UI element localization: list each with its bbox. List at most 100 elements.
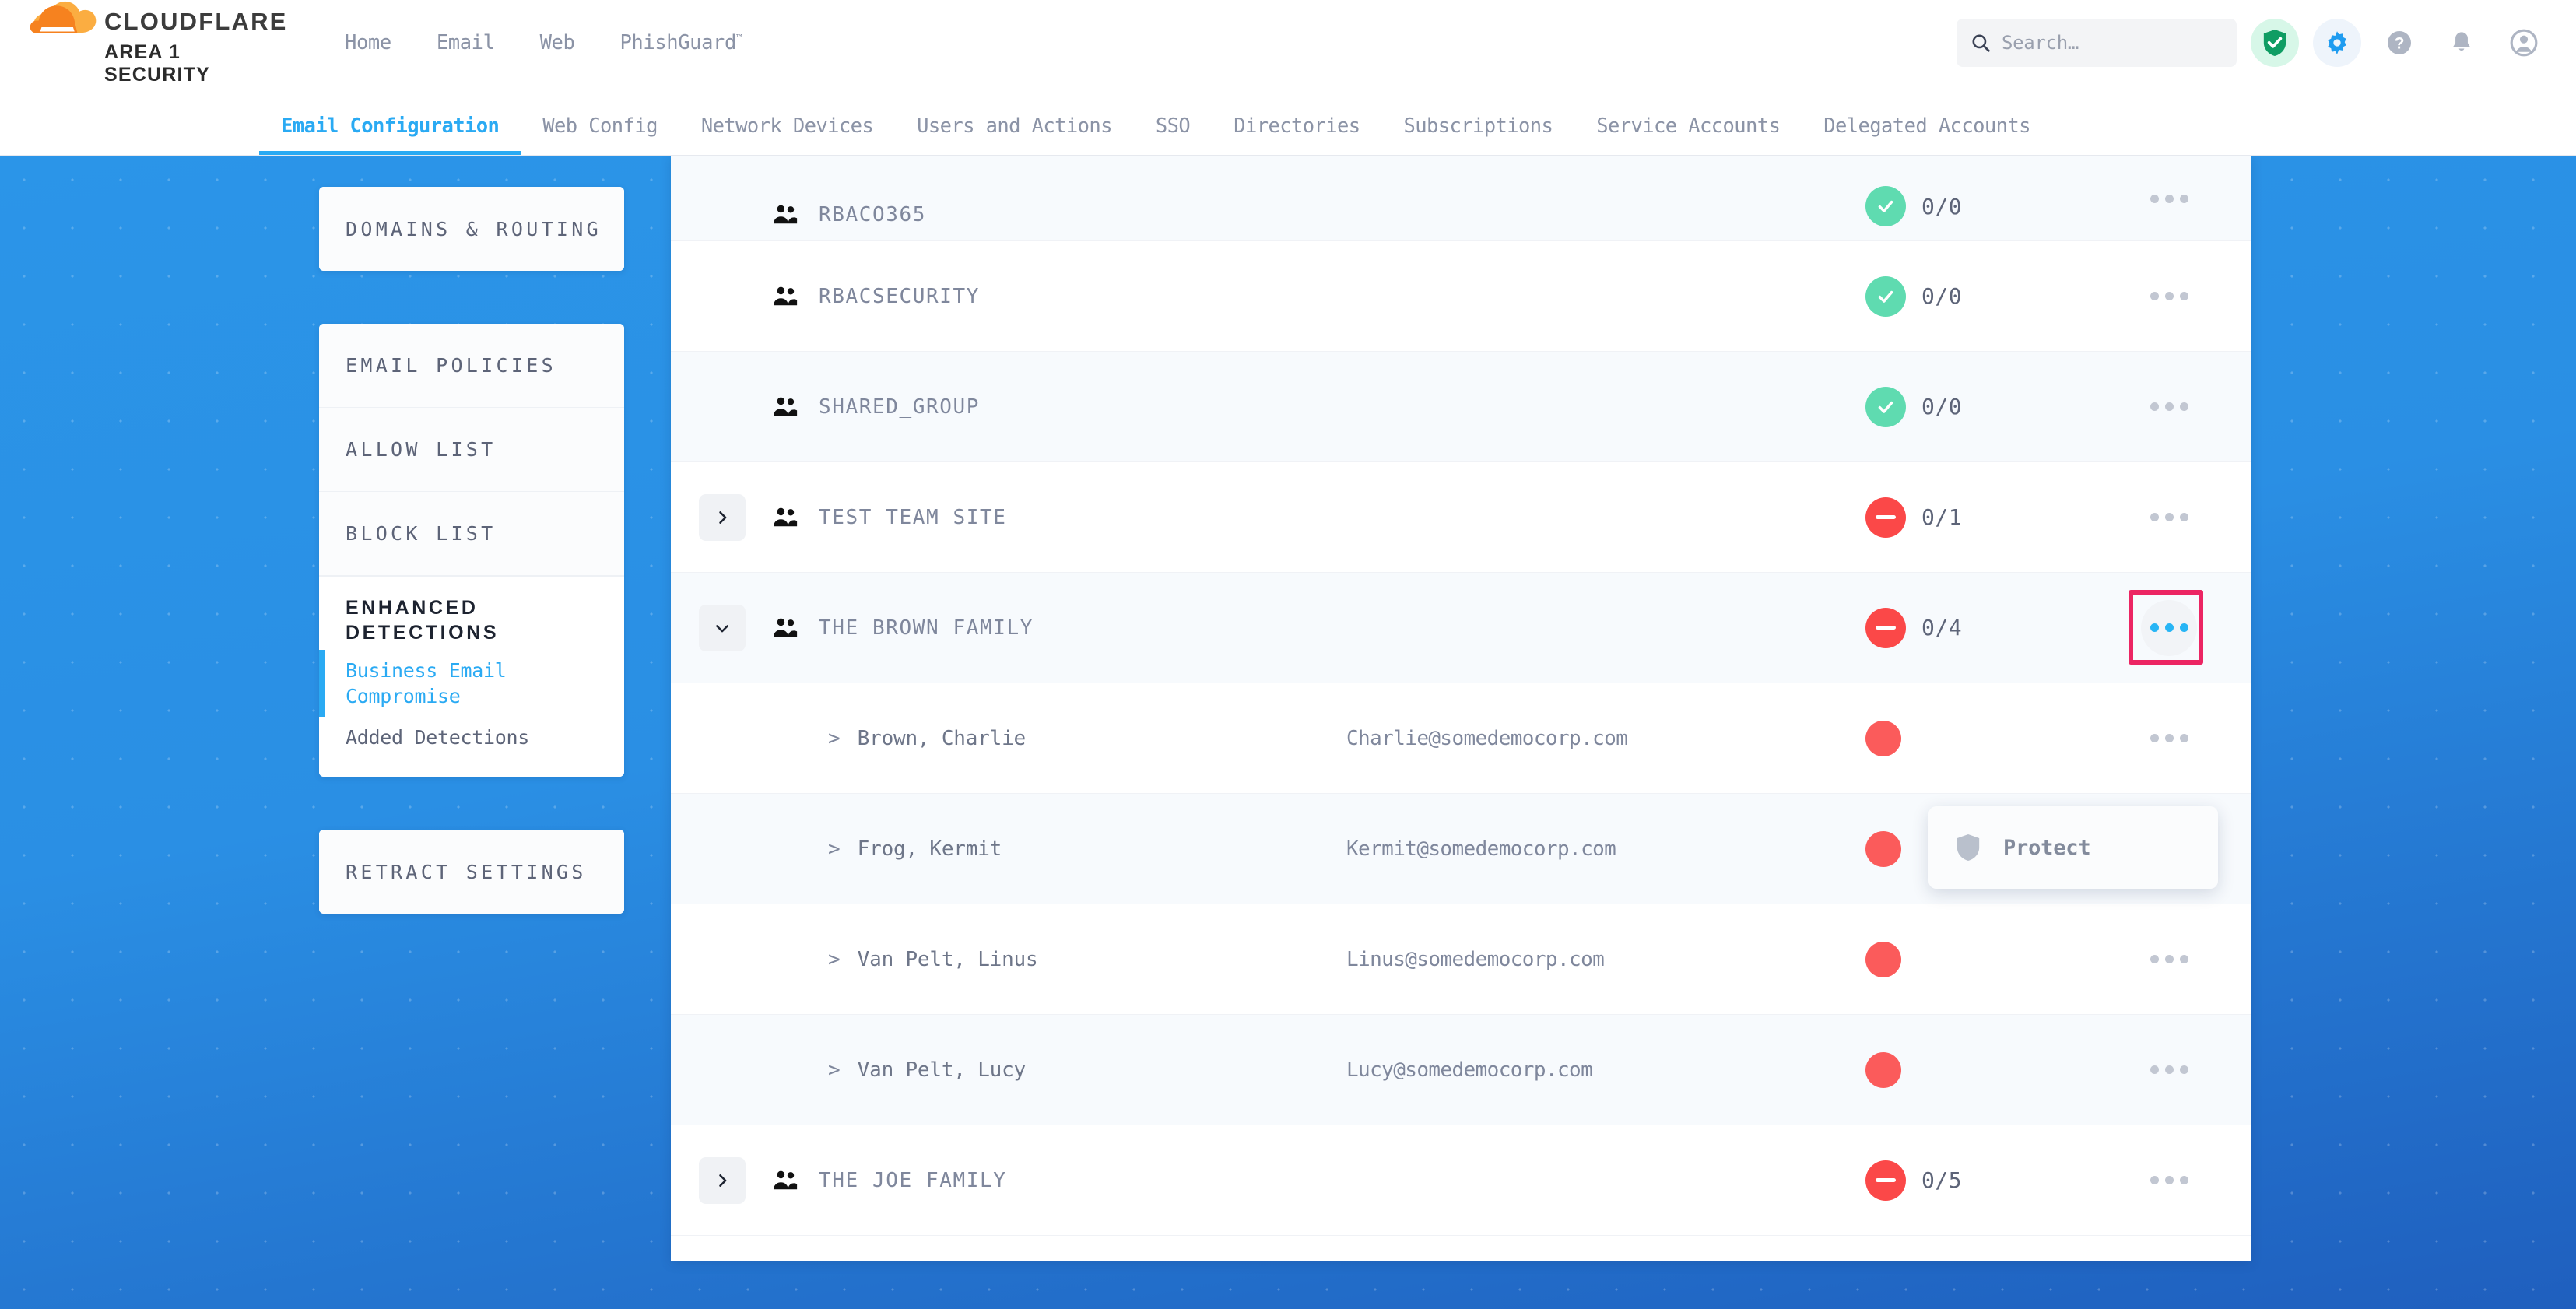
sidebar-item-label: RETRACT SETTINGS (346, 860, 587, 883)
help-circle-icon[interactable]: ? (2375, 19, 2423, 67)
minus-icon (1876, 626, 1896, 630)
dot (2179, 513, 2188, 521)
bell-icon[interactable] (2437, 19, 2486, 67)
tab-email-configuration[interactable]: Email Configuration (259, 114, 521, 155)
top-right-controls: Search… ? (1957, 19, 2576, 67)
table-row[interactable]: SHARED_GROUP 0/0 (671, 352, 2251, 462)
tab-users-and-actions[interactable]: Users and Actions (917, 114, 1112, 138)
context-menu-item-protect[interactable]: Protect (1928, 814, 2218, 881)
row-actions-cell (2134, 379, 2204, 435)
topnav-item-email[interactable]: Email (436, 31, 495, 54)
minus-icon (1876, 515, 1896, 519)
table-row[interactable]: THE JOE FAMILY 0/5 (671, 1125, 2251, 1236)
sidebar-item-allow-list[interactable]: ALLOW LIST (319, 408, 624, 492)
table-row[interactable]: TEST TEAM SITE 0/1 (671, 462, 2251, 573)
tab-web-config[interactable]: Web Config (542, 114, 658, 138)
dot (2179, 402, 2188, 411)
search-input[interactable]: Search… (1957, 19, 2237, 67)
group-people-icon (774, 205, 798, 224)
table-row[interactable]: > Van Pelt, Lucy Lucy@somedemocorp.com (671, 1015, 2251, 1125)
status-dot-unprotected (1865, 1051, 1901, 1088)
row-actions-cell (2134, 268, 2204, 325)
row-expand-button[interactable] (699, 493, 746, 541)
row-name-cell: RBACO365 (761, 203, 1306, 226)
check-icon (1878, 290, 1893, 303)
shield-check-glyph (2263, 30, 2286, 56)
tab-directories[interactable]: Directories (1234, 114, 1360, 138)
table-row[interactable]: RBACSECURITY 0/0 (671, 241, 2251, 352)
dot (2179, 623, 2188, 632)
search-icon (1972, 34, 1990, 52)
tab-service-accounts[interactable]: Service Accounts (1596, 114, 1781, 138)
row-status-cell: 0/5 (1865, 1160, 1962, 1201)
sidebar-panel-domains: DOMAINS & ROUTING (319, 187, 624, 271)
dot (2164, 194, 2174, 203)
member-email-label: Lucy@somedemocorp.com (1346, 1058, 1593, 1082)
tab-delegated-accounts[interactable]: Delegated Accounts (1823, 114, 2030, 138)
table-row[interactable]: > Van Pelt, Linus Linus@somedemocorp.com (671, 904, 2251, 1015)
tab-network-devices[interactable]: Network Devices (700, 114, 874, 138)
row-more-button[interactable] (2141, 490, 2197, 546)
topnav-item-web[interactable]: Web (539, 31, 575, 54)
member-name-label: Frog, Kermit (857, 837, 1002, 861)
row-more-button[interactable] (2141, 711, 2197, 767)
brand-logo[interactable]: CLOUDFLARE AREA 1 SECURITY (30, 0, 286, 86)
row-status-cell: 0/1 (1865, 497, 1962, 538)
dot (2179, 1176, 2188, 1184)
row-more-button[interactable] (2141, 1042, 2197, 1098)
group-people-icon (774, 286, 798, 305)
dot (2150, 513, 2159, 521)
status-dot-unprotected (1865, 720, 1901, 756)
trademark-symbol: ™ (735, 33, 742, 45)
table-row[interactable]: RBACO365 0/0 (671, 156, 2251, 241)
member-email-label: Linus@somedemocorp.com (1346, 947, 1605, 971)
dot (2164, 1176, 2174, 1184)
row-more-button[interactable] (2141, 379, 2197, 435)
row-email-cell: Charlie@somedemocorp.com (1306, 727, 1851, 750)
sidebar-item-email-policies[interactable]: EMAIL POLICIES (319, 324, 624, 408)
sidebar-item-retract-settings[interactable]: RETRACT SETTINGS (319, 830, 624, 914)
sidebar-item-business-email-compromise[interactable]: Business Email Compromise (319, 650, 624, 717)
tab-sso[interactable]: SSO (1155, 114, 1191, 138)
gear-icon[interactable] (2313, 19, 2361, 67)
row-more-button-active[interactable] (2141, 599, 2197, 656)
row-actions-cell (2134, 599, 2204, 656)
check-icon (1878, 401, 1893, 413)
group-people-icon (774, 397, 798, 416)
row-more-button[interactable] (2141, 932, 2197, 988)
member-caret-icon: > (828, 726, 841, 750)
sidebar-item-label: Added Detections (346, 726, 530, 749)
sidebar-item-block-list[interactable]: BLOCK LIST (319, 492, 624, 576)
table-row[interactable]: > Brown, Charlie Charlie@somedemocorp.co… (671, 683, 2251, 794)
shield-check-icon[interactable] (2251, 19, 2299, 67)
row-name-cell: > Frog, Kermit (761, 837, 1306, 861)
sidebar-panel-policies: EMAIL POLICIES ALLOW LIST BLOCK LIST ENH… (319, 324, 624, 777)
tab-subscriptions[interactable]: Subscriptions (1403, 114, 1553, 138)
dot (2164, 955, 2174, 963)
row-more-button[interactable] (2141, 268, 2197, 325)
row-more-button[interactable] (2141, 1153, 2197, 1209)
row-status-cell: 0/0 (1865, 386, 1962, 427)
row-more-button[interactable] (2141, 170, 2197, 226)
row-toggle-cell (671, 493, 761, 541)
topnav-item-home[interactable]: Home (345, 31, 391, 54)
topnav-item-phishguard[interactable]: PhishGuard™ (597, 31, 764, 54)
sidebar-item-added-detections[interactable]: Added Detections (319, 717, 624, 777)
row-actions-cell (2134, 711, 2204, 767)
row-status-cell (1865, 1051, 1901, 1088)
account-circle-icon[interactable] (2500, 19, 2548, 67)
row-actions-cell (2134, 490, 2204, 546)
row-email-cell: Linus@somedemocorp.com (1306, 948, 1851, 971)
row-context-menu: Protect (1928, 806, 2218, 889)
row-expand-button[interactable] (699, 1156, 746, 1204)
dot (2150, 1065, 2159, 1074)
sidebar-item-domains-routing[interactable]: DOMAINS & ROUTING (319, 187, 624, 271)
row-collapse-button[interactable] (699, 604, 746, 651)
row-status-cell (1865, 941, 1901, 977)
status-badge-unprotected (1865, 497, 1906, 538)
brand-wordmark: CLOUDFLARE (104, 7, 288, 35)
row-name-cell: > Van Pelt, Lucy (761, 1058, 1306, 1082)
chevron-down-icon (716, 624, 728, 632)
table-row[interactable]: THE BROWN FAMILY 0/4 (671, 573, 2251, 683)
group-name-label: TEST TEAM SITE (819, 505, 1007, 529)
